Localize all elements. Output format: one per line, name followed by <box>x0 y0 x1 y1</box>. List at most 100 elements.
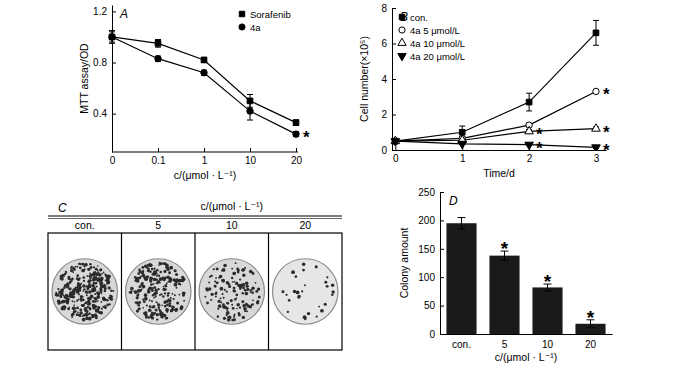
colony <box>105 274 108 277</box>
significance: * <box>587 307 595 328</box>
colony <box>250 291 252 293</box>
axis-line <box>112 6 113 153</box>
colony <box>72 271 74 273</box>
colony <box>104 290 106 292</box>
colony <box>83 288 85 290</box>
colony <box>69 293 73 297</box>
colony <box>92 278 95 281</box>
legend-item: 4a 20 μmol/L <box>398 51 465 62</box>
colony <box>159 294 161 296</box>
colony <box>76 276 78 278</box>
tick-label: 20 <box>585 339 597 350</box>
colony <box>215 291 217 293</box>
colony <box>156 269 159 272</box>
tick-mark <box>596 146 597 150</box>
colony <box>210 275 212 277</box>
colony <box>168 277 172 281</box>
colony <box>153 278 156 281</box>
colony <box>168 299 171 302</box>
tick: 20 <box>585 334 597 350</box>
colony <box>231 268 233 270</box>
tick-mark <box>392 44 396 45</box>
colony <box>130 290 132 292</box>
colony <box>164 277 167 280</box>
colony <box>145 277 149 281</box>
tick: 10 <box>542 334 554 350</box>
y-axis-title: Colony amount <box>398 228 410 299</box>
colony <box>226 311 230 315</box>
colonies <box>281 262 334 320</box>
series-line <box>395 129 596 141</box>
colony <box>61 289 63 291</box>
tick: 4 <box>381 74 396 85</box>
colony <box>70 278 72 280</box>
colony <box>179 294 181 296</box>
colony <box>165 317 167 319</box>
tick: 1.2 <box>93 6 116 17</box>
colony <box>75 266 77 268</box>
colony <box>97 310 100 313</box>
colony <box>226 281 230 285</box>
colony <box>88 283 91 286</box>
colony <box>93 266 95 268</box>
colony <box>95 268 98 271</box>
error-bar <box>526 93 532 111</box>
tick-label: 2 <box>527 153 533 164</box>
tick-label: 0.8 <box>93 57 107 68</box>
legend: Sorafenib4a <box>239 9 291 33</box>
colony <box>66 297 69 300</box>
colony <box>164 292 166 294</box>
colony <box>173 298 175 300</box>
colony <box>169 266 173 270</box>
colony <box>304 318 306 320</box>
colony <box>281 290 284 293</box>
colony <box>93 314 96 317</box>
colony <box>158 307 160 309</box>
colony <box>93 276 95 278</box>
colony <box>224 289 226 291</box>
colony <box>236 267 239 270</box>
colony <box>90 294 94 298</box>
colony <box>175 279 179 283</box>
colony <box>102 306 104 308</box>
colonies <box>55 263 115 322</box>
tick-label: 0 <box>110 155 116 166</box>
colony <box>175 273 178 276</box>
colony <box>101 293 103 295</box>
colony <box>81 263 84 266</box>
tick-mark <box>440 306 444 307</box>
colony <box>57 299 61 303</box>
marker <box>525 142 534 149</box>
colony <box>81 304 84 307</box>
colony <box>232 272 236 276</box>
tick-mark <box>204 148 205 152</box>
colony <box>144 278 147 281</box>
colony <box>66 286 69 289</box>
colony <box>73 288 75 290</box>
tick-mark <box>392 79 396 80</box>
y-axis: 050100150200250 <box>418 187 444 340</box>
y-axis-title: MTT assay/OD <box>78 43 90 114</box>
tick-label: 10 <box>245 155 257 166</box>
tick: 1 <box>202 148 208 166</box>
colony <box>233 272 236 275</box>
colony <box>135 279 138 282</box>
colony <box>148 268 150 270</box>
colony <box>92 305 95 308</box>
colony <box>217 308 219 310</box>
marker <box>201 57 207 63</box>
tick: 100 <box>418 272 444 283</box>
colony <box>216 268 219 271</box>
colony <box>168 271 171 274</box>
marker <box>593 30 599 36</box>
colony <box>152 294 155 297</box>
colony <box>82 276 85 279</box>
colony <box>138 301 141 304</box>
colony <box>178 282 181 285</box>
colony <box>89 285 92 288</box>
colony <box>98 273 102 277</box>
tick-label: 0.1 <box>152 155 166 166</box>
colony <box>324 303 327 306</box>
colony <box>84 263 87 266</box>
tick-mark <box>529 146 530 150</box>
